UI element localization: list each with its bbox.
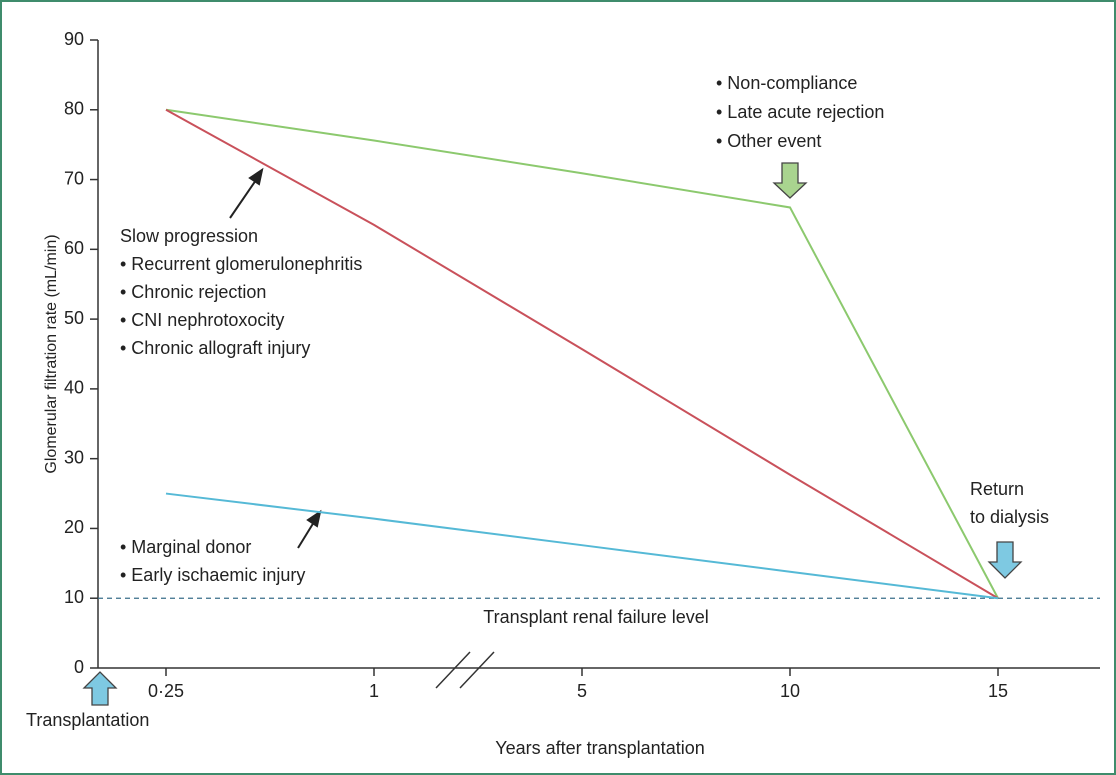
series-line (165, 108, 999, 599)
y-tick-label: 40 (64, 378, 84, 398)
x-tick-label: 5 (577, 681, 587, 701)
annotation: to dialysis (970, 507, 1049, 527)
x-axis-label: Years after transplantation (495, 738, 704, 758)
annotation: • Late acute rejection (716, 102, 884, 122)
annotation: • Chronic allograft injury (120, 338, 310, 358)
y-tick-label: 50 (64, 308, 84, 328)
y-tick-label: 90 (64, 29, 84, 49)
series-line (165, 108, 999, 600)
y-tick-label: 80 (64, 99, 84, 119)
y-tick-label: 0 (74, 657, 84, 677)
x-tick-label: 10 (780, 681, 800, 701)
reference-label: Transplant renal failure level (483, 607, 708, 627)
annotation: Return (970, 479, 1024, 499)
x-tick-label: 1 (369, 681, 379, 701)
annotation: • Marginal donor (120, 537, 251, 557)
transplant-arrow (82, 671, 118, 706)
event-arrow (772, 162, 808, 199)
y-tick-label: 30 (64, 447, 84, 467)
annotation: • Chronic rejection (120, 282, 266, 302)
pointer-arrows (229, 167, 322, 549)
y-tick-label: 60 (64, 238, 84, 258)
dialysis-arrow (987, 541, 1023, 579)
axis-break (435, 651, 495, 689)
y-axis-label: Glomerular filtration rate (mL/min) (43, 234, 60, 473)
annotation: • CNI nephrotoxocity (120, 310, 284, 330)
x-tick-label: 15 (988, 681, 1008, 701)
annotation: • Recurrent glomerulonephritis (120, 254, 362, 274)
y-tick-label: 70 (64, 168, 84, 188)
annotation: Slow progression (120, 226, 258, 246)
annotation: Transplantation (26, 710, 149, 730)
y-tick-label: 20 (64, 517, 84, 537)
annotation: • Other event (716, 131, 821, 151)
y-tick-label: 10 (64, 587, 84, 607)
annotation: • Early ischaemic injury (120, 565, 305, 585)
series-line (165, 492, 999, 600)
annotation: • Non-compliance (716, 73, 857, 93)
x-tick-label: 0·25 (148, 681, 184, 701)
